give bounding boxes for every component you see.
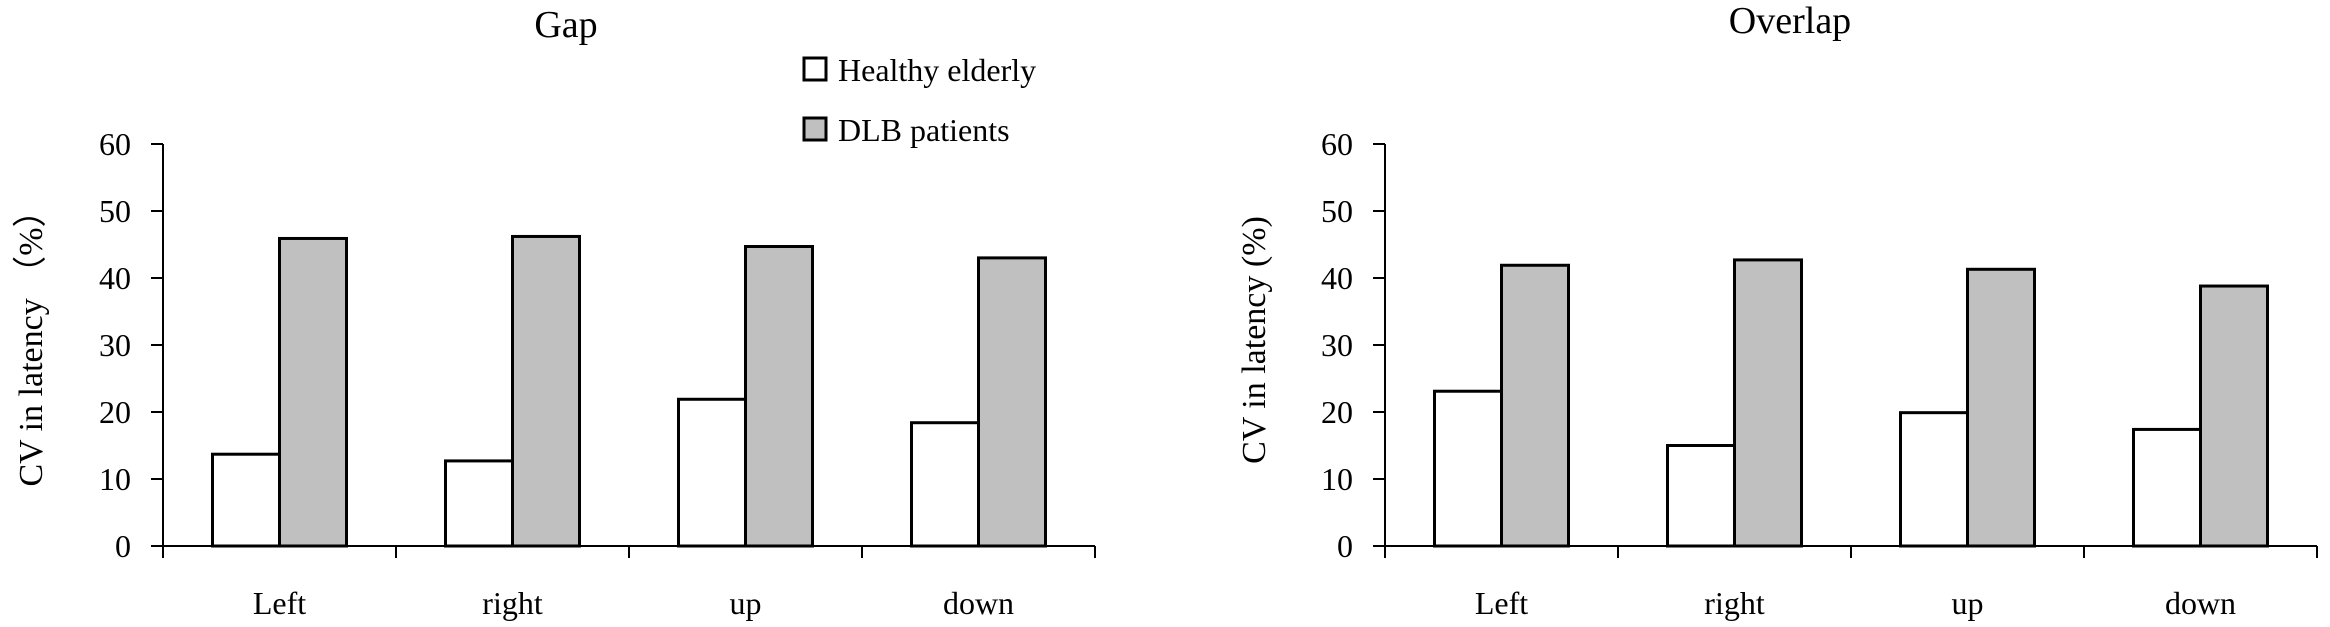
chart1-bar-dlb bbox=[1733, 258, 1803, 548]
chart0-bar-dlb bbox=[278, 236, 348, 548]
chart1-y-tick-label: 50 bbox=[1321, 193, 1353, 229]
chart0-bar-healthy bbox=[910, 421, 980, 548]
chart1-bar-healthy bbox=[2132, 427, 2202, 548]
chart0-y-tick-label: 50 bbox=[99, 193, 131, 229]
chart0-y-tick-label: 0 bbox=[115, 528, 131, 564]
chart0-bar-dlb bbox=[744, 245, 814, 548]
chart1-y-tick-label: 60 bbox=[1321, 126, 1353, 162]
chart0-y-axis-label: CV in latency （%） bbox=[12, 193, 50, 486]
chart0-bar-healthy bbox=[211, 452, 281, 548]
chart1-x-tick-label: down bbox=[2165, 585, 2236, 621]
chart1-title: Overlap bbox=[1729, 0, 1851, 42]
chart0-bar-dlb bbox=[511, 234, 581, 548]
chart0-y-tick-label: 30 bbox=[99, 327, 131, 363]
legend-label-healthy: Healthy elderly bbox=[838, 52, 1036, 88]
chart1-bar-healthy bbox=[1433, 389, 1503, 548]
chart0-bar-healthy bbox=[677, 397, 747, 548]
chart0-x-tick-label: Left bbox=[253, 585, 306, 621]
chart-overlap: Overlap CV in latency (%) 0 10 20 30 40 50 60 Lef… bbox=[1236, 0, 2318, 621]
chart1-bar-dlb bbox=[1966, 267, 2036, 548]
chart1-y-tick-label: 0 bbox=[1337, 528, 1353, 564]
chart1-y-tick-label: 30 bbox=[1321, 327, 1353, 363]
chart0-x-tick-label: right bbox=[482, 585, 543, 621]
chart0-x-tick-label: up bbox=[730, 585, 762, 621]
chart1-x-tick-label: Left bbox=[1475, 585, 1528, 621]
chart0-bar-dlb bbox=[977, 256, 1047, 548]
chart1-y-axis-label: CV in latency (%) bbox=[1236, 216, 1273, 464]
chart1-bar-dlb bbox=[1500, 263, 1570, 548]
chart1-bar-dlb bbox=[2199, 284, 2269, 548]
chart0-x-tick-label: down bbox=[943, 585, 1014, 621]
chart1-y-tick-label: 40 bbox=[1321, 260, 1353, 296]
chart1-y-tick-label: 10 bbox=[1321, 461, 1353, 497]
legend: Healthy elderly DLB patients bbox=[802, 52, 1036, 148]
chart0-y-tick-label: 60 bbox=[99, 126, 131, 162]
legend-swatch-healthy bbox=[802, 56, 828, 82]
chart1-bar-healthy bbox=[1666, 444, 1736, 548]
chart1-y-tick-label: 20 bbox=[1321, 394, 1353, 430]
chart0-y-tick-label: 10 bbox=[99, 461, 131, 497]
legend-swatch-dlb bbox=[802, 116, 828, 142]
chart1-x-tick-label: right bbox=[1704, 585, 1765, 621]
chart-gap: Gap CV in latency （%） 0 10 20 30 40 50 60 Left rig… bbox=[12, 4, 1096, 621]
chart0-bar-healthy bbox=[444, 459, 514, 548]
chart0-y-tick-label: 20 bbox=[99, 394, 131, 430]
chart1-x-tick-label: up bbox=[1952, 585, 1984, 621]
chart0-y-tick-label: 40 bbox=[99, 260, 131, 296]
legend-label-dlb: DLB patients bbox=[838, 112, 1010, 148]
chart0-title: Gap bbox=[534, 4, 597, 46]
chart1-bar-healthy bbox=[1899, 411, 1969, 548]
